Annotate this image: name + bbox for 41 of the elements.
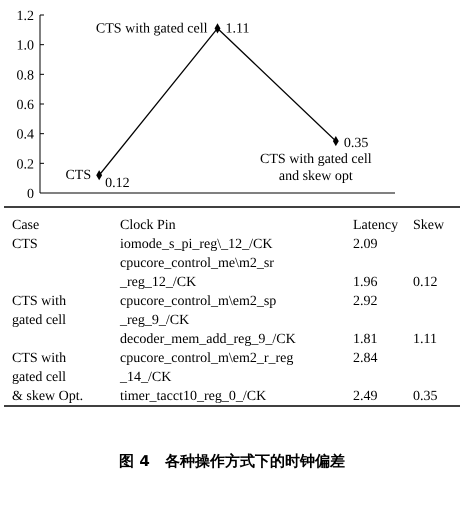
y-tick-label: 0.2 xyxy=(16,157,34,172)
y-tick-label: 0.4 xyxy=(16,128,34,143)
text: CTS xyxy=(12,237,38,252)
text: CTS with xyxy=(12,351,66,366)
y-tick-label: 1.2 xyxy=(16,9,34,24)
text: 0.35 xyxy=(413,389,438,404)
text: gated cell xyxy=(12,370,66,385)
x-tick-label: CTS with gated cell xyxy=(96,21,208,36)
category-label: Clock Pin xyxy=(120,218,176,233)
text: CTS with xyxy=(12,294,66,309)
text: cpucore_control_me\m2_sr xyxy=(120,256,274,271)
y-tick-label: 0.6 xyxy=(16,98,34,113)
text: cpucore_control_m\em2_r_reg xyxy=(120,351,294,366)
category-label: Case xyxy=(12,218,40,233)
text: 1.11 xyxy=(413,332,437,347)
text: 0.12 xyxy=(413,275,438,290)
text: 2.49 xyxy=(353,389,378,404)
text: timer_tacct10_reg_0_/CK xyxy=(120,389,266,404)
text: iomode_s_pi_reg\_12_/CK xyxy=(120,237,272,252)
text: 1.81 xyxy=(353,332,378,347)
text: 2.09 xyxy=(353,237,378,252)
text: gated cell xyxy=(12,313,66,328)
data-label: 1.11 xyxy=(226,21,250,36)
text: & skew Opt. xyxy=(12,389,84,404)
y-tick-label: 0 xyxy=(27,187,34,202)
y-tick-label: 1.0 xyxy=(16,38,34,54)
x-tick-label: CTS with gated cell and skew opt xyxy=(260,152,372,184)
data-label: 0.12 xyxy=(105,176,130,192)
text: decoder_mem_add_reg_9_/CK xyxy=(120,332,296,347)
text: _14_/CK xyxy=(120,370,172,385)
text: _reg_12_/CK xyxy=(120,275,196,290)
text: 1.96 xyxy=(353,275,378,290)
text: _reg_9_/CK xyxy=(120,313,190,328)
text: 2.84 xyxy=(353,351,378,366)
text: 2.92 xyxy=(353,294,378,309)
y-tick-label: 0.8 xyxy=(16,68,34,84)
text: cpucore_control_m\em2_sp xyxy=(120,294,276,309)
caption: 图 4 各种操作方式下的时钟偏差 xyxy=(119,452,345,470)
category-label: Skew xyxy=(413,218,445,233)
category-label: Latency xyxy=(353,218,398,233)
data-label: 0.35 xyxy=(344,136,368,152)
